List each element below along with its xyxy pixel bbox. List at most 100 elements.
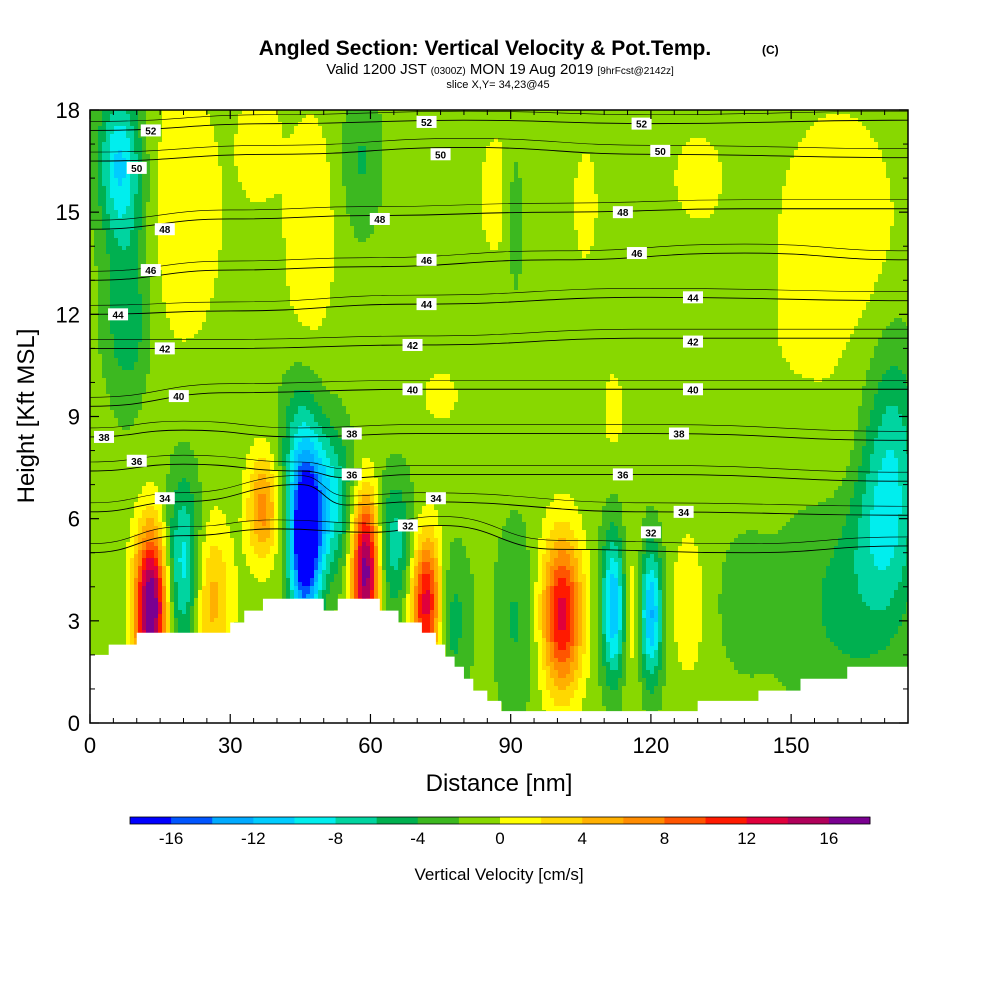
velocity-cell [126,238,131,243]
velocity-cell [162,398,167,403]
velocity-cell [174,174,179,179]
velocity-cell [126,354,131,359]
velocity-cell [114,482,119,487]
velocity-cell [178,510,183,515]
velocity-cell [158,566,163,571]
velocity-cell [90,162,95,167]
velocity-cell [214,482,219,487]
velocity-cell [158,530,163,535]
velocity-cell [206,486,211,491]
velocity-cell [214,214,219,219]
velocity-cell [158,166,163,171]
velocity-cell [114,186,119,191]
velocity-cell [210,326,215,331]
velocity-cell [122,570,127,575]
velocity-cell [122,330,127,335]
velocity-cell [182,374,187,379]
velocity-cell [202,494,207,499]
velocity-cell [114,582,119,587]
velocity-cell [186,230,191,235]
velocity-cell [182,522,187,527]
velocity-cell [190,294,195,299]
velocity-cell [174,338,179,343]
velocity-cell [146,194,151,199]
velocity-cell [178,534,183,539]
velocity-cell [206,326,211,331]
velocity-cell [166,162,171,167]
velocity-cell [106,542,111,547]
velocity-cell [214,130,219,135]
velocity-cell [90,310,95,315]
velocity-cell [182,310,187,315]
velocity-cell [118,262,123,267]
velocity-cell [126,222,131,227]
velocity-cell [210,514,215,519]
velocity-cell [218,306,223,311]
velocity-cell [218,146,223,151]
velocity-cell [198,190,203,195]
velocity-cell [90,546,95,551]
velocity-cell [206,310,211,315]
velocity-cell [126,286,131,291]
velocity-cell [126,358,131,363]
velocity-cell [90,166,95,171]
velocity-cell [110,342,115,347]
velocity-cell [206,378,211,383]
velocity-cell [166,362,171,367]
velocity-cell [146,602,151,607]
velocity-cell [134,226,139,231]
velocity-cell [162,546,167,551]
velocity-cell [98,322,103,327]
velocity-cell [114,426,119,431]
velocity-cell [90,646,95,651]
velocity-cell [170,214,175,219]
velocity-cell [134,362,139,367]
velocity-cell [98,542,103,547]
velocity-cell [130,306,135,311]
velocity-cell [102,354,107,359]
velocity-cell [198,138,203,143]
velocity-cell [166,338,171,343]
velocity-cell [202,390,207,395]
velocity-cell [186,354,191,359]
velocity-cell [122,110,127,115]
velocity-cell [178,522,183,527]
velocity-cell [178,418,183,423]
velocity-cell [106,206,111,211]
velocity-cell [162,570,167,575]
velocity-cell [174,442,179,447]
velocity-cell [194,258,199,263]
velocity-cell [122,282,127,287]
velocity-cell [142,386,147,391]
velocity-cell [154,534,159,539]
velocity-cell [106,170,111,175]
velocity-cell [182,338,187,343]
velocity-cell [134,594,139,599]
velocity-cell [186,326,191,331]
velocity-cell [142,382,147,387]
velocity-cell [90,438,95,443]
velocity-cell [202,594,207,599]
velocity-cell [210,202,215,207]
velocity-cell [186,486,191,491]
velocity-cell [170,454,175,459]
velocity-cell [178,242,183,247]
velocity-cell [110,406,115,411]
velocity-cell [154,166,159,171]
velocity-cell [198,166,203,171]
velocity-cell [190,606,195,611]
velocity-cell [154,162,159,167]
velocity-cell [206,590,211,595]
velocity-cell [178,374,183,379]
velocity-cell [114,450,119,455]
velocity-cell [134,558,139,563]
velocity-cell [166,486,171,491]
velocity-cell [146,246,151,251]
velocity-cell [182,150,187,155]
velocity-cell [158,154,163,159]
velocity-cell [90,206,95,211]
velocity-cell [142,482,147,487]
velocity-cell [158,370,163,375]
velocity-cell [206,182,211,187]
velocity-cell [170,242,175,247]
